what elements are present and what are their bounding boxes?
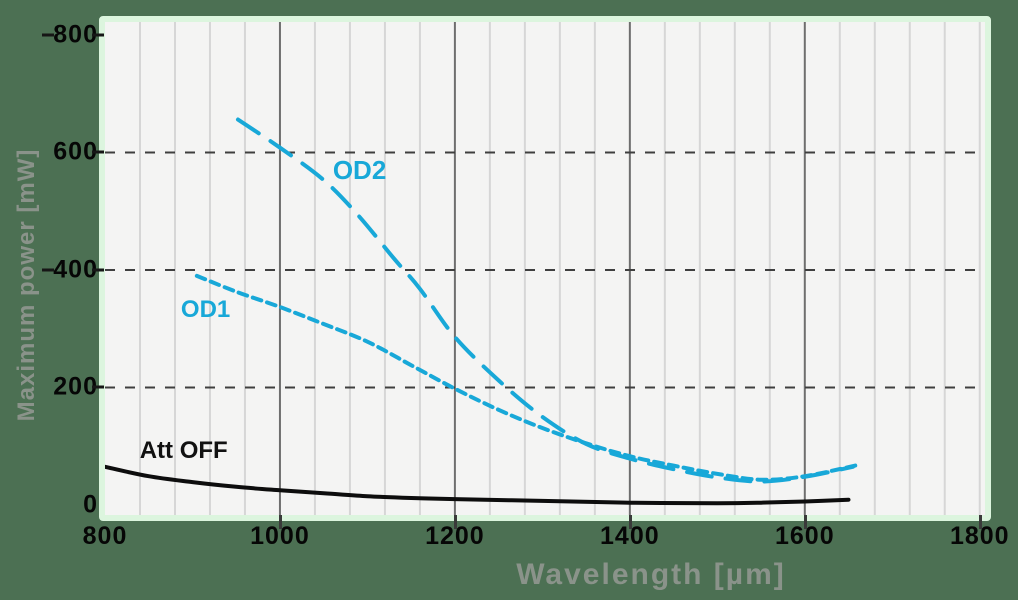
x-tick-mark-1800 (978, 515, 982, 529)
series-line-att-off (105, 464, 851, 506)
annotation-layer: OD2 OD1 Att OFF (105, 22, 985, 515)
series-line-od2 (235, 117, 855, 484)
y-tick-mark-right-600 (92, 150, 104, 154)
x-tick-mark-1200 (453, 515, 457, 529)
y-tick-mark-right-400 (92, 268, 104, 272)
y-tick-label-600: 600 (53, 137, 98, 166)
x-tick-label-800: 800 (82, 522, 128, 550)
series-label-od1: OD1 (180, 295, 231, 323)
y-tick-mark-left-800 (42, 33, 54, 37)
series-label-od2: OD2 (332, 155, 387, 186)
y-tick-mark-left-400 (42, 268, 54, 272)
x-tick-mark-1400 (628, 515, 632, 529)
y-tick-mark-right-200 (92, 385, 104, 389)
x-axis-label: Wavelength [µm] (516, 558, 786, 591)
series-line-od1 (194, 273, 860, 482)
y-tick-label-0: 0 (83, 490, 98, 519)
x-tick-mark-1000 (278, 515, 282, 529)
y-tick-label-800: 800 (53, 20, 98, 49)
plot-area: OD2 OD1 Att OFF (99, 16, 991, 521)
y-tick-label-200: 200 (53, 372, 98, 401)
plot-canvas (105, 22, 985, 515)
series-label-att-off: Att OFF (139, 436, 228, 464)
y-tick-mark-right-800 (92, 33, 104, 37)
y-tick-label-400: 400 (53, 255, 98, 284)
x-tick-mark-1600 (803, 515, 807, 529)
